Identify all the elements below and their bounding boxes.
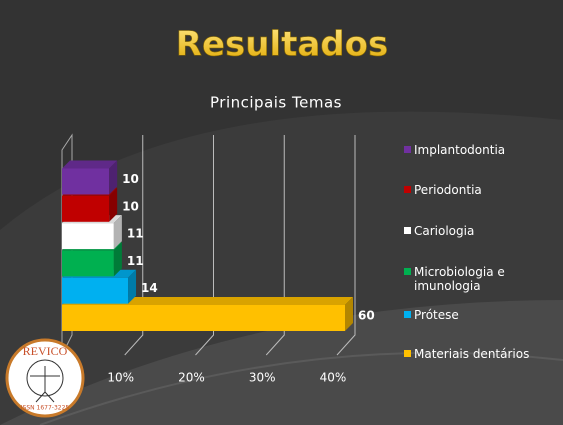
logo-issn: ISSN 1677-3225 xyxy=(21,405,70,412)
logo: REVICO ISSN 1677-3225 xyxy=(5,338,85,418)
data-label: 10 xyxy=(122,199,139,213)
bar-side xyxy=(109,160,118,195)
legend-label: Materiais dentários xyxy=(414,347,530,361)
data-label: 10 xyxy=(122,172,139,186)
logo-figure xyxy=(26,359,64,397)
grid-line xyxy=(336,135,356,356)
bar xyxy=(62,195,110,222)
x-tick-label: 30% xyxy=(249,371,276,385)
legend-swatch xyxy=(404,311,411,318)
legend-swatch xyxy=(404,146,411,153)
x-tick-label: 20% xyxy=(178,371,205,385)
legend-swatch xyxy=(404,186,411,193)
slide-title: Resultados xyxy=(176,25,388,65)
legend-item: Periodontia xyxy=(404,183,542,197)
grid-line xyxy=(124,135,144,356)
bar-top xyxy=(62,297,353,305)
data-label: 11 xyxy=(127,227,144,241)
legend-item: Cariologia xyxy=(404,224,542,238)
legend-item: Implantodontia xyxy=(404,143,542,157)
legend-label: Periodontia xyxy=(414,183,482,197)
bar xyxy=(62,305,345,331)
bar xyxy=(62,168,110,195)
bar-side xyxy=(113,242,122,277)
legend-label: Prótese xyxy=(414,308,459,322)
bar-side xyxy=(345,297,353,331)
bar-side xyxy=(109,187,118,222)
bar xyxy=(62,277,129,304)
grid-line xyxy=(195,135,214,356)
data-label: 14 xyxy=(141,281,158,295)
legend-item: Microbiologia e imunologia xyxy=(404,265,542,293)
logo-figure xyxy=(30,366,60,403)
legend-swatch xyxy=(404,227,411,234)
legend-label: Cariologia xyxy=(414,224,475,238)
bar-side xyxy=(113,215,122,250)
x-tick-label: 40% xyxy=(320,371,347,385)
x-tick-label: 10% xyxy=(107,371,134,385)
chart-title: Principais Temas xyxy=(210,94,342,112)
grid-line xyxy=(265,135,285,356)
legend-item: Materiais dentários xyxy=(404,347,542,361)
bar xyxy=(62,223,114,250)
bar xyxy=(62,250,114,277)
bg-shape xyxy=(0,0,563,230)
bar-side xyxy=(128,269,137,304)
legend-swatch xyxy=(404,268,411,275)
data-label: 60 xyxy=(358,309,375,323)
legend-item: Prótese xyxy=(404,308,542,322)
legend-swatch xyxy=(404,350,411,357)
bar-top xyxy=(62,160,118,169)
data-label: 11 xyxy=(127,254,144,268)
legend-label: Implantodontia xyxy=(414,143,506,157)
legend-label: Microbiologia e imunologia xyxy=(414,265,505,293)
logo-name: REVICO xyxy=(23,344,68,358)
bg-curve xyxy=(39,351,563,425)
